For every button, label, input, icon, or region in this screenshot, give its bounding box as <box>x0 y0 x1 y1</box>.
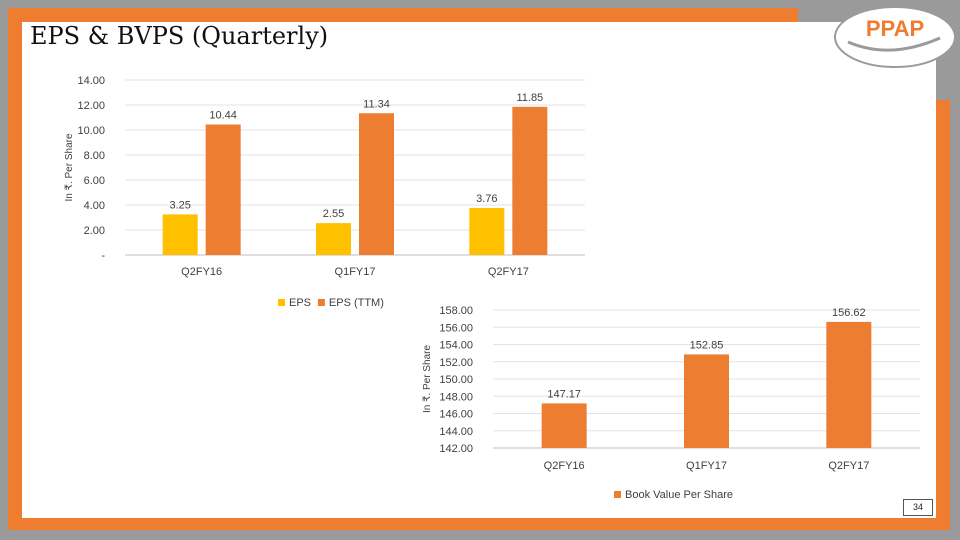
legend-swatch <box>278 299 285 306</box>
bar-book-value-per-share-q2fy16 <box>541 403 587 448</box>
bar-eps-q1fy17 <box>316 223 351 255</box>
y-tick-label: 6.00 <box>84 175 105 187</box>
y-tick-label: 12.00 <box>77 100 105 112</box>
data-label: 3.76 <box>476 193 497 205</box>
bar-eps-q2fy17 <box>469 208 505 255</box>
bar-eps-q2fy16 <box>162 214 198 255</box>
data-label: 152.85 <box>690 339 724 351</box>
bvps-chart: In ₹. Per Share 142.00 144.00 146.00 148.00 1… <box>422 305 920 501</box>
y-tick-label: 152.00 <box>439 357 473 369</box>
ppap-logo: PPAP <box>834 6 956 68</box>
slide-title: EPS & BVPS (Quarterly) <box>30 22 329 50</box>
bar-eps-ttm-q2fy16 <box>205 124 241 255</box>
y-axis-title: In ₹. Per Share <box>422 345 433 414</box>
frame-accent-bottom <box>8 518 948 530</box>
logo-swoosh <box>847 36 941 52</box>
legend-label: Book Value Per Share <box>625 489 733 501</box>
y-tick-label: 156.00 <box>439 322 473 334</box>
x-tick-label: Q1FY17 <box>686 460 727 472</box>
frame-accent-top <box>8 8 798 22</box>
data-label: 2.55 <box>323 208 344 220</box>
x-tick-label: Q2FY17 <box>488 266 529 278</box>
y-tick-label: 144.00 <box>439 426 473 438</box>
legend-label: EPS <box>289 297 311 309</box>
data-label: 156.62 <box>832 307 866 319</box>
y-tick-label: 142.00 <box>439 443 473 455</box>
data-label: 11.85 <box>516 92 543 104</box>
frame-accent-left <box>8 8 22 530</box>
x-tick-label: Q2FY17 <box>828 460 869 472</box>
y-tick-label: 10.00 <box>77 125 105 137</box>
legend-swatch <box>614 491 621 498</box>
x-tick-label: Q2FY16 <box>544 460 585 472</box>
data-label: 10.44 <box>209 110 237 122</box>
bar-eps-ttm-q1fy17 <box>359 113 394 255</box>
legend-swatch <box>317 299 325 306</box>
x-tick-label: Q2FY16 <box>181 266 222 278</box>
bar-book-value-per-share-q1fy17 <box>684 354 729 448</box>
y-tick-label: 146.00 <box>439 409 473 421</box>
y-tick-label: 158.00 <box>439 305 473 317</box>
y-tick-label: 150.00 <box>439 374 473 386</box>
y-tick-label: 8.00 <box>84 150 105 162</box>
logo-text: PPAP <box>866 16 924 41</box>
y-axis-title: In ₹. Per Share <box>64 133 75 202</box>
bar-eps-ttm-q2fy17 <box>512 106 548 255</box>
frame-accent-right <box>936 100 950 530</box>
legend-label: EPS (TTM) <box>329 297 384 309</box>
bar-book-value-per-share-q2fy17 <box>826 321 872 448</box>
page-number: 34 <box>903 499 933 516</box>
y-tick-label: 14.00 <box>77 75 105 87</box>
logo-ring <box>834 6 956 68</box>
y-tick-label: 4.00 <box>84 200 105 212</box>
x-tick-label: Q1FY17 <box>335 266 376 278</box>
eps-chart: In ₹. Per Share - 2.00 4.00 6.00 8.00 10.00 12.… <box>64 75 585 309</box>
data-label: 3.25 <box>169 199 190 211</box>
data-label: 11.34 <box>363 98 390 110</box>
y-tick-label: 2.00 <box>84 225 105 237</box>
data-label: 147.17 <box>547 388 581 400</box>
y-tick-label: - <box>101 250 105 262</box>
y-tick-label: 154.00 <box>439 340 473 352</box>
y-tick-label: 148.00 <box>439 391 473 403</box>
